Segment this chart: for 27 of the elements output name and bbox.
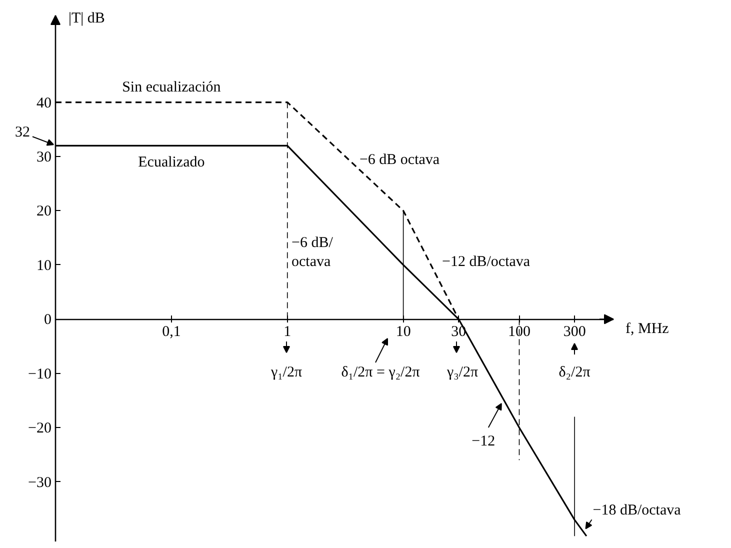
x-axis-title: f, MHz — [626, 321, 670, 338]
annotation: γ₃/2π — [446, 364, 478, 380]
annotation: δ₂/2π — [558, 364, 591, 380]
series-label: Sin ecualización — [122, 79, 222, 96]
y-tick-label: 20 — [36, 204, 52, 220]
y-tick-label: 40 — [36, 95, 52, 112]
y-axis-title: |T| dB — [68, 10, 105, 26]
y-tick-label: −10 — [28, 366, 52, 382]
y-tick-label: −30 — [28, 474, 52, 491]
x-tick-label: 0,1 — [162, 324, 181, 340]
annotation: −18 dB/octava — [592, 502, 682, 519]
x-tick-label: 100 — [508, 324, 530, 340]
x-tick-label: 1 — [284, 324, 292, 340]
annotation: δ₁/2π = γ₂/2π — [341, 364, 420, 380]
y-tick-label: 0 — [44, 312, 52, 328]
annotation: γ₁/2π — [270, 364, 302, 380]
x-tick-label: 10 — [396, 324, 411, 340]
y-tick-label: 30 — [36, 149, 52, 166]
annotation: −12 dB/octava — [442, 254, 530, 270]
y-tick-label: −20 — [28, 420, 52, 437]
annotation: −6 dB/ octava — [292, 234, 334, 270]
annotation: 32 — [15, 124, 30, 141]
x-tick-label: 300 — [563, 324, 586, 340]
annotation: −12 — [472, 434, 496, 450]
series-label: Ecualizado — [138, 154, 205, 171]
y-tick-label: 10 — [36, 258, 52, 274]
annotation: −6 dB octava — [359, 152, 440, 168]
